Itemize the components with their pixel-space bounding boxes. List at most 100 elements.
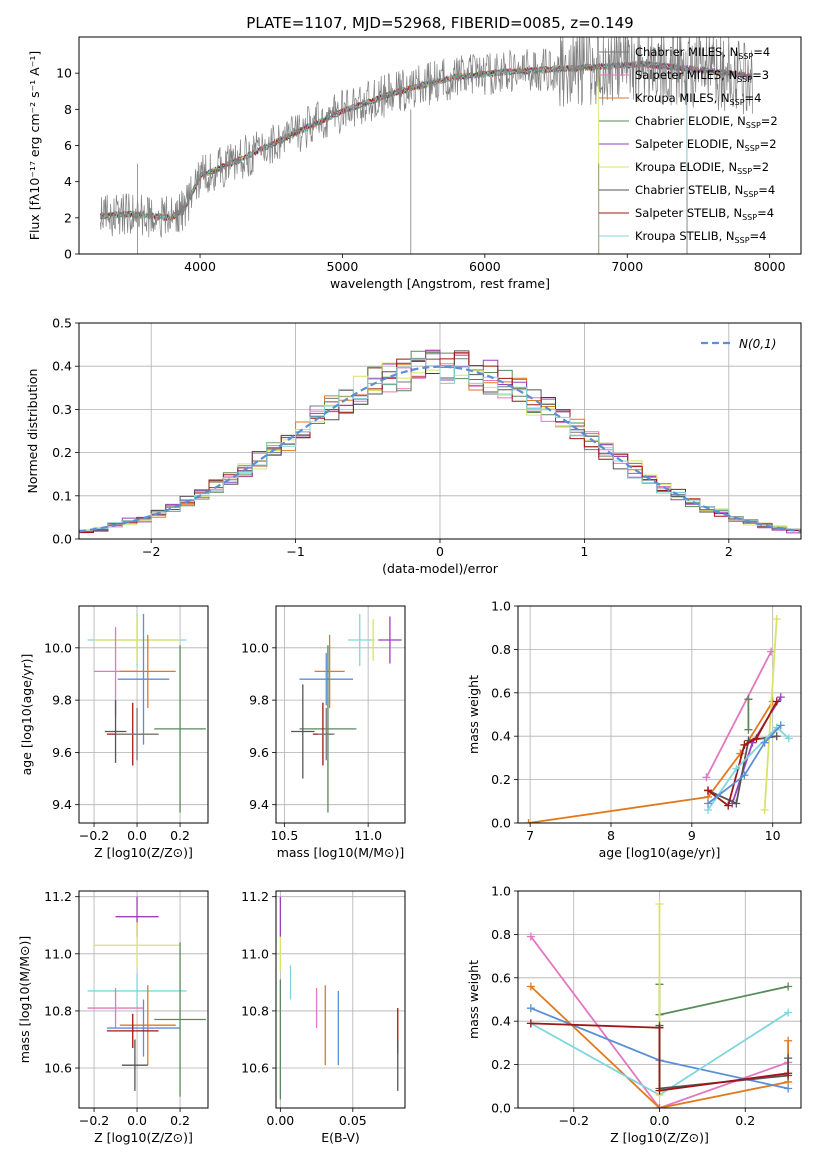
x-tick-label: 0.0 [127,828,147,843]
mass-weight-line [763,618,778,811]
plot-area-age_vs_Z [79,606,208,823]
legend-label: Kroupa ELODIE, NSSP=2 [635,160,769,176]
mass-weight-marker [526,1019,535,1028]
y-tick-label: 0.4 [491,1014,511,1029]
legend-label-tail: =4 [757,206,774,220]
mass-weight-marker [704,786,713,795]
mass-weight-marker [702,773,711,782]
legend-label-sub: SSP [737,167,752,176]
legend-label: Kroupa MILES, NSSP=4 [635,91,761,107]
gaussian-curve [79,365,801,533]
plot-area-mass_weight_vs_Z [518,891,801,1108]
x-tick-label: 7 [526,828,534,843]
legend-label-tail: =3 [752,68,769,82]
plot-area-age_vs_mass [276,606,405,823]
x-tick-label: 0.0 [650,1113,670,1128]
y-tick-label: 0.2 [491,772,511,787]
x-tick-label: 0.0 [127,1113,147,1128]
y-tick-label: 10.6 [44,1061,72,1076]
y-tick-label: 10 [56,66,72,81]
x-tick-label: 5000 [327,259,359,274]
legend-label-sub: SSP [745,144,760,153]
legend-label-name: Chabrier STELIB, N [635,183,743,197]
y-tick-label: 9.6 [249,745,269,760]
legend-label-tail: =4 [753,45,770,59]
x-tick-label: 6000 [469,259,501,274]
axes-frame [275,890,406,1109]
mass-weight-marker [784,734,793,743]
mass-weight-marker [760,805,769,814]
legend-label: Chabrier ELODIE, NSSP=2 [635,114,778,130]
axes-frame [517,890,802,1109]
mass-weight-marker [526,982,535,991]
y-tick-label: 1.0 [491,884,511,899]
x-axis-label: Z [log10(Z/Z⊙)] [94,845,193,860]
mass-weight-marker [526,1004,535,1013]
x-tick-label: 7000 [611,259,643,274]
y-tick-label: 0.3 [52,402,72,417]
y-tick-label: 0.5 [52,316,72,331]
legend-label-tail: =2 [761,114,778,128]
mass-weight-marker [760,738,769,747]
y-tick-label: 0 [64,247,72,262]
mass-weight-marker [784,1036,793,1045]
mass-weight-line [530,936,789,1108]
y-tick-label: 11.2 [44,889,72,904]
mass-weight-marker [772,697,781,706]
figure-title: PLATE=1107, MJD=52968, FIBERID=0085, z=0… [246,14,633,32]
plot-area-spectrum [100,37,753,254]
y-axis-label: mass [log10(M/M⊙)] [17,936,32,1064]
axes-frame [517,605,802,824]
y-tick-label: 0.0 [491,816,511,831]
legend-label-sub: SSP [737,75,752,84]
y-tick-label: 9.4 [249,797,269,812]
axes-frame [78,605,209,824]
mass-weight-marker [655,900,664,909]
x-tick-label: −2 [142,544,160,559]
x-axis-label: wavelength [Angstrom, rest frame] [330,276,550,291]
x-tick-label: 0 [436,544,444,559]
y-axis-label: mass weight [466,960,481,1039]
mass-weight-marker [744,695,753,704]
y-tick-label: 9.6 [52,745,72,760]
y-tick-label: 10.0 [44,640,72,655]
x-tick-label: 9 [688,828,696,843]
x-tick-label: −0.2 [79,1113,109,1128]
x-tick-label: 0.00 [266,1113,294,1128]
legend-label-sub: SSP [738,52,753,61]
y-tick-label: 0.2 [491,1057,511,1072]
mass-weight-marker [776,693,785,702]
x-tick-label: 10.5 [270,828,298,843]
legend-label-name: Salpeter STELIB, N [635,206,742,220]
x-tick-label: 11.0 [354,828,382,843]
legend-label-name: Chabrier ELODIE, N [635,114,746,128]
legend-label: Kroupa STELIB, NSSP=4 [635,229,766,245]
y-tick-label: 8 [64,102,72,117]
legend-label: Salpeter STELIB, NSSP=4 [635,206,774,222]
legend-label-tail: =4 [745,91,762,105]
model-spectrum-line [100,64,600,254]
y-tick-label: 0.8 [491,927,511,942]
legend-label-tail: =2 [752,160,769,174]
x-tick-label: 0.2 [170,828,190,843]
mass-weight-marker [655,1023,664,1032]
x-axis-label: mass [log10(M/M⊙)] [277,845,405,860]
legend-label: Salpeter ELODIE, NSSP=2 [635,137,777,153]
y-axis-label: mass weight [466,675,481,754]
y-tick-label: 11.2 [241,889,269,904]
mass-weight-line [705,651,772,778]
panel-mass_weight_vs_Z: −0.2 0.0 0.2 0.0 0.2 0.4 0.6 0.8 1.0 Z [log10(Z/Z… [466,884,802,1145]
plot-area-mass_weight_vs_age [518,606,801,823]
mass-weight-marker [655,1086,664,1095]
panel-mass_weight_vs_age: 7 8 9 10 0.0 0.2 0.4 0.6 0.8 1.0 age [log10(age/yr… [466,599,802,860]
x-axis-label: Z [log10(Z/Z⊙)] [94,1130,193,1145]
mass-weight-marker [772,732,781,741]
legend-label-name: Kroupa STELIB, N [635,229,735,243]
mass-weight-marker [744,725,753,734]
y-tick-label: 0.4 [52,359,72,374]
y-tick-label: 10.8 [241,1003,269,1018]
y-axis-label: age [log10(age/yr)] [19,654,34,776]
